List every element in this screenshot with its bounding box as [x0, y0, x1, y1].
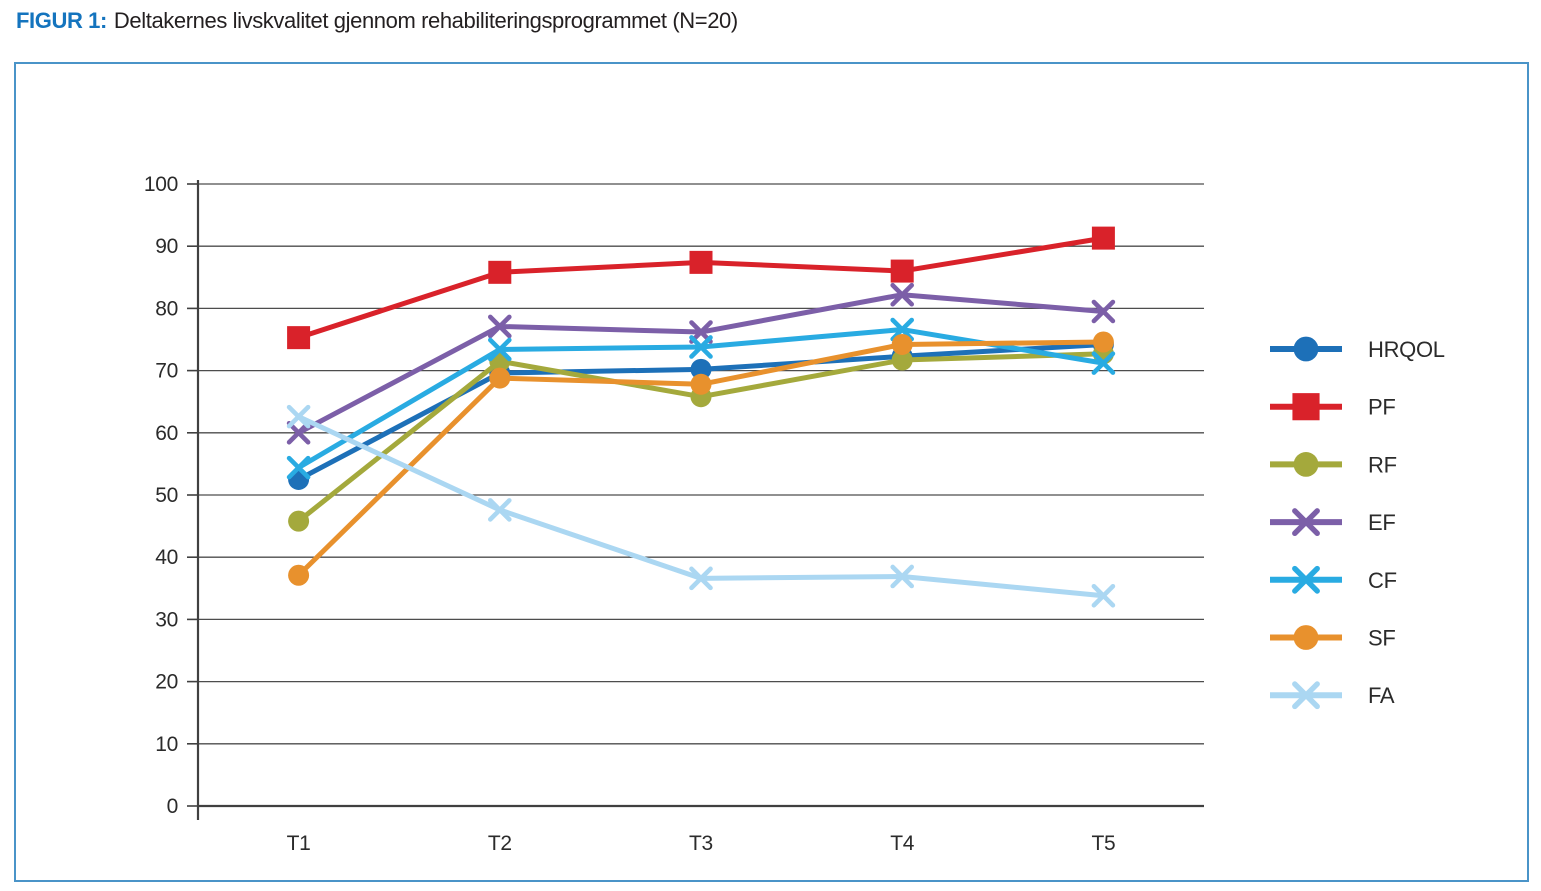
y-tick-label-100: 100 — [144, 173, 178, 196]
y-tick-label-0: 0 — [167, 795, 178, 818]
marker-PF-T3 — [689, 250, 713, 274]
marker-SF-T3 — [690, 373, 712, 395]
marker-EF-T1 — [286, 420, 311, 445]
marker-CF-T5 — [1091, 351, 1116, 375]
marker-PF-T4 — [890, 259, 914, 283]
x-tick-label-T2: T2 — [488, 832, 512, 855]
figure-caption: Deltakernes livskvalitet gjennom rehabil… — [113, 8, 738, 33]
line-chart: 0 10 20 30 40 50 60 70 80 90 100 T1 T2 T3 T4 T5 HRQOL PF R… — [144, 173, 1445, 855]
y-tick-label-30: 30 — [155, 608, 178, 631]
figure-label: FIGUR 1: — [16, 8, 107, 33]
legend-marker-HRQOL — [1293, 336, 1319, 362]
legend-marker-SF — [1293, 625, 1319, 650]
legend-item-CF: CF — [1270, 568, 1397, 593]
marker-SF-T4 — [891, 333, 913, 355]
y-tick-label-20: 20 — [155, 671, 178, 694]
marker-RF-T4 — [891, 349, 913, 371]
legend-marker-CF — [1292, 565, 1320, 594]
marker-FA-T3 — [689, 566, 713, 591]
legend-marker-EF — [1292, 508, 1320, 537]
y-tick-label-80: 80 — [155, 297, 178, 320]
x-tick-label-T1: T1 — [287, 832, 311, 855]
legend-marker-FA — [1292, 681, 1320, 710]
legend-marker-PF — [1292, 393, 1320, 421]
legend-label-HRQOL: HRQOL — [1368, 337, 1445, 362]
legend-label-RF: RF — [1368, 452, 1397, 477]
marker-PF-T5 — [1091, 226, 1115, 250]
marker-PF-T1 — [287, 326, 311, 350]
legend-item-RF: RF — [1270, 452, 1397, 477]
marker-RF-T1 — [288, 510, 310, 532]
marker-SF-T2 — [489, 367, 511, 389]
legend-label-PF: PF — [1368, 395, 1396, 420]
marker-FA-T2 — [487, 498, 512, 522]
y-tick-label-50: 50 — [155, 484, 178, 507]
marker-SF-T1 — [288, 564, 310, 586]
marker-FA-T1 — [286, 404, 311, 429]
legend-label-EF: EF — [1368, 510, 1396, 535]
marker-CF-T3 — [689, 335, 713, 359]
legend-label-CF: CF — [1368, 568, 1397, 593]
marker-EF-T5 — [1091, 299, 1116, 324]
figure-title: FIGUR 1: Deltakernes livskvalitet gjennom… — [16, 8, 738, 34]
legend-item-SF: SF — [1270, 626, 1396, 651]
chart-panel: 0 10 20 30 40 50 60 70 80 90 100 T1 T2 T3 T4 T5 HRQOL PF R… — [14, 62, 1529, 882]
y-tick-label-40: 40 — [155, 546, 178, 569]
legend-label-SF: SF — [1368, 626, 1396, 651]
marker-FA-T4 — [890, 564, 915, 589]
marker-CF-T2 — [487, 337, 512, 362]
series-line-FA — [296, 414, 1106, 599]
marker-FA-T5 — [1091, 583, 1116, 608]
x-tick-label-T5: T5 — [1091, 832, 1115, 855]
marker-SF-T5 — [1092, 331, 1114, 353]
legend-item-EF: EF — [1270, 510, 1396, 535]
legend-item-FA: FA — [1270, 683, 1395, 708]
marker-CF-T4 — [890, 317, 915, 342]
x-tick-label-T4: T4 — [890, 832, 915, 855]
marker-HRQOL-T3 — [690, 358, 712, 380]
legend-marker-RF — [1293, 452, 1319, 477]
y-tick-label-10: 10 — [155, 733, 178, 756]
y-tick-label-90: 90 — [155, 235, 178, 258]
marker-PF-T2 — [488, 260, 512, 284]
marker-EF-T2 — [487, 314, 512, 339]
marker-CF-T1 — [286, 455, 311, 480]
marker-EF-T4 — [890, 282, 915, 307]
y-tick-label-70: 70 — [155, 360, 178, 383]
legend-label-FA: FA — [1368, 683, 1395, 708]
y-tick-label-60: 60 — [155, 422, 178, 445]
x-tick-label-T3: T3 — [689, 832, 713, 855]
legend-item-PF: PF — [1270, 395, 1396, 420]
